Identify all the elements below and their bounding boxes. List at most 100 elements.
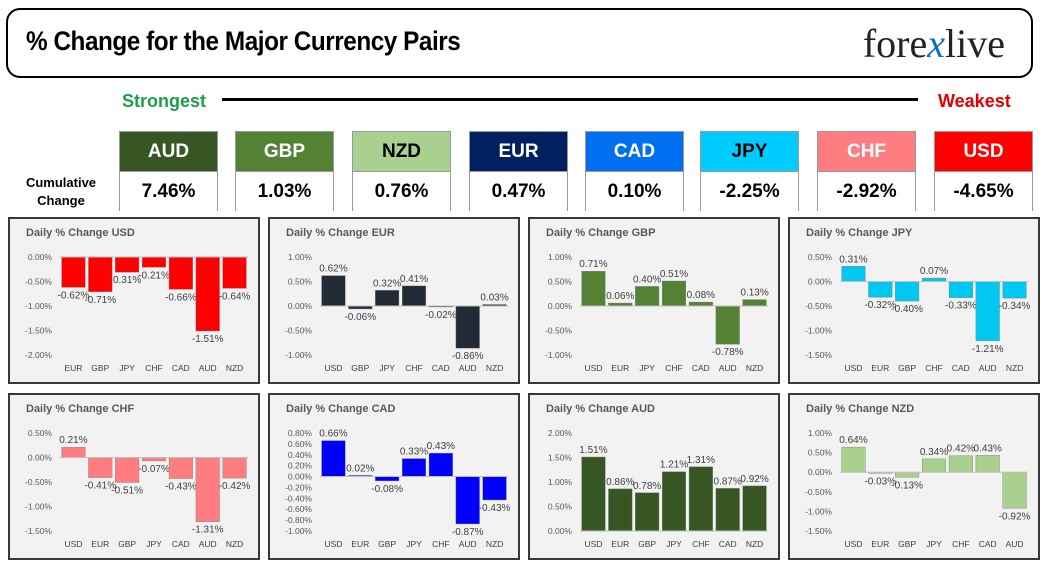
bar-cad [168,256,193,290]
currency-code: AUD [120,132,217,171]
bar-chart-aud: Daily % Change AUD 2.00% 1.50% 1.00% 0.50% 0.… [546,403,769,549]
x-tick-label: CHF [692,539,709,549]
y-tick-label: -1.00% [285,350,312,360]
chart-title: Daily % Change NZD [806,403,914,415]
chart-title: Daily % Change AUD [546,403,655,415]
bar-eur [608,488,633,532]
cumulative-value: 1.03% [236,171,333,211]
data-label: 0.64% [839,435,867,446]
chart-panel-gbp: Daily % Change GBP 1.00% 0.50% 0.00% -0.50% -… [528,217,780,384]
chart-title: Daily % Change GBP [546,227,655,239]
x-tick-label: NZD [746,363,763,373]
y-tick-label: -1.00% [25,502,52,512]
y-tick-label: -0.50% [25,277,52,287]
bar-cad [715,488,740,532]
y-tick-label: 0.50% [808,448,833,458]
x-tick-label: CAD [719,539,737,549]
bar-aud [975,281,1000,341]
bar-nzd [222,457,247,479]
x-tick-label: CAD [172,363,190,373]
forexlive-logo: forexlive [862,21,1005,66]
x-tick-label: AUD [459,539,477,549]
data-label: -0.07% [138,464,170,475]
currency-box-chf: CHF -2.92% [817,131,916,211]
x-tick-label: GBP [351,363,369,373]
x-tick-label: AUD [979,363,997,373]
x-tick-label: NZD [226,363,243,373]
currency-code: CAD [586,132,683,171]
data-label: 0.43% [974,443,1002,454]
bar-nzd [742,485,767,532]
y-tick-label: 1.00% [288,252,313,262]
data-label: -0.62% [58,290,90,301]
cumulative-value: -2.92% [818,171,915,211]
data-label: 0.62% [319,264,347,275]
y-tick-label: 1.00% [808,428,833,438]
chart-panel-aud: Daily % Change AUD 2.00% 1.50% 1.00% 0.50% 0.… [528,393,780,560]
cumulative-value: 7.46% [120,171,217,211]
bar-usd [321,275,346,307]
currency-box-jpy: JPY -2.25% [700,131,799,211]
data-label: 0.40% [633,274,661,285]
data-label: 0.33% [400,447,428,458]
chart-panel-chf: Daily % Change CHF 0.50% 0.00% -0.50% -1.00%… [8,393,260,560]
data-label: 0.71% [579,259,607,270]
bar-eur [88,457,113,478]
cumulative-value: -4.65% [935,171,1032,211]
data-label: 1.31% [687,455,715,466]
chart-title: Daily % Change CAD [286,403,395,415]
bar-cad [975,455,1000,473]
x-tick-label: EUR [871,539,889,549]
data-label: 0.42% [947,444,975,455]
bar-aud [1002,471,1027,509]
y-tick-label: -0.50% [805,487,832,497]
y-tick-label: 2.00% [548,428,573,438]
y-tick-label: -0.50% [545,326,572,336]
x-tick-label: CAD [952,363,970,373]
chart-panel-eur: Daily % Change EUR 1.00% 0.50% 0.00% -0.50% -… [268,217,520,384]
x-tick-label: EUR [64,363,82,373]
header-banner: % Change for the Major Currency Pairs fo… [6,8,1033,78]
chart-title: Daily % Change EUR [286,227,395,239]
bar-usd [581,456,606,532]
y-tick-label: 0.00% [28,453,53,463]
bar-jpy [635,286,660,307]
bar-chf [401,285,427,307]
data-label: 0.34% [920,447,948,458]
data-label: -0.40% [891,304,923,315]
y-tick-label: 1.50% [548,453,573,463]
x-tick-label: JPY [666,539,682,549]
y-tick-label: -0.50% [285,326,312,336]
bar-jpy [115,256,140,273]
bar-chart-nzd: Daily % Change NZD 1.00% 0.50% 0.00% -0.50% -… [805,403,1031,549]
strongest-label: Strongest [122,91,207,111]
x-tick-label: GBP [91,363,109,373]
data-label: 0.32% [373,278,401,289]
x-tick-label: JPY [406,539,422,549]
bar-jpy [141,457,167,462]
bar-jpy [661,471,687,532]
bar-chart-gbp: Daily % Change GBP 1.00% 0.50% 0.00% -0.50% -… [545,227,769,373]
data-label: 0.07% [920,266,948,277]
x-tick-label: AUD [199,539,217,549]
y-tick-label: -0.50% [805,301,832,311]
currency-code: NZD [353,132,450,171]
y-tick-label: -0.50% [25,477,52,487]
currency-box-gbp: GBP 1.03% [235,131,334,211]
y-tick-label: 0.00% [808,467,833,477]
x-tick-label: JPY [379,363,395,373]
x-tick-label: EUR [611,363,629,373]
y-tick-label: -1.00% [805,326,832,336]
x-tick-label: EUR [91,539,109,549]
data-label: -0.78% [712,347,744,358]
data-label: -0.92% [999,511,1031,522]
data-label: 1.21% [660,460,688,471]
x-tick-label: USD [324,363,342,373]
data-label: 0.13% [740,288,768,299]
x-tick-label: EUR [611,539,629,549]
bar-cad [688,301,713,307]
data-label: 0.92% [740,474,768,485]
data-label: -0.03% [864,476,896,487]
x-tick-label: AUD [459,363,477,373]
x-tick-label: CHF [432,539,449,549]
